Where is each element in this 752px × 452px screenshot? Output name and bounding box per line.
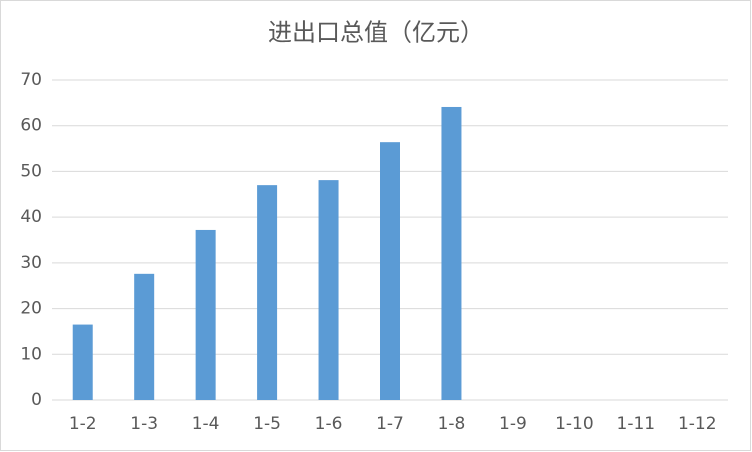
y-tick-label: 10 xyxy=(20,344,42,364)
x-tick-label: 1-8 xyxy=(438,414,466,434)
chart-title: 进出口总值（亿元） xyxy=(268,19,484,47)
y-tick-label: 30 xyxy=(20,253,42,273)
x-tick-label: 1-2 xyxy=(69,414,97,434)
y-tick-label: 0 xyxy=(31,390,42,410)
x-tick-label: 1-9 xyxy=(499,414,527,434)
x-tick-label: 1-3 xyxy=(130,414,158,434)
x-tick-label: 1-12 xyxy=(678,414,717,434)
bar xyxy=(318,180,339,400)
x-tick-label: 1-10 xyxy=(555,414,594,434)
bar xyxy=(72,324,93,400)
x-tick-label: 1-6 xyxy=(315,414,343,434)
y-tick-label: 40 xyxy=(20,207,42,227)
y-tick-label: 20 xyxy=(20,299,42,319)
y-tick-label: 70 xyxy=(20,70,42,90)
x-tick-label: 1-4 xyxy=(192,414,220,434)
y-tick-label: 60 xyxy=(20,116,42,136)
bar xyxy=(441,106,462,400)
bar xyxy=(257,185,278,400)
bar xyxy=(380,142,400,400)
x-tick-label: 1-7 xyxy=(376,414,404,434)
bar xyxy=(134,273,155,400)
x-tick-label: 1-11 xyxy=(617,414,656,434)
x-tick-label: 1-5 xyxy=(253,414,281,434)
bar xyxy=(195,229,216,400)
y-tick-label: 50 xyxy=(20,161,42,181)
